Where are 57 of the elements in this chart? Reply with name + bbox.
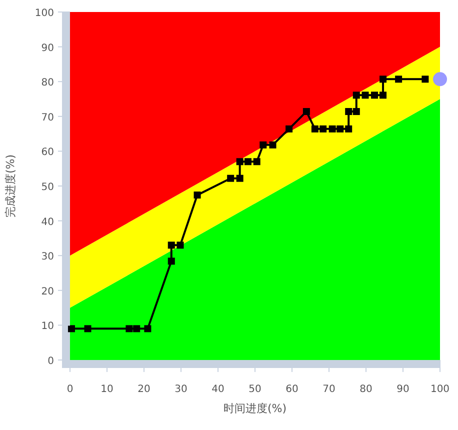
point (380, 76, 387, 83)
x-tick-label: 10 (100, 384, 114, 395)
point (269, 141, 276, 148)
point (345, 108, 352, 116)
point (433, 72, 447, 86)
x-tick-label: 90 (396, 384, 410, 395)
point (371, 92, 378, 99)
point (253, 158, 260, 166)
point (336, 125, 344, 132)
point (194, 192, 201, 199)
point (236, 174, 244, 182)
point (320, 125, 327, 132)
point (176, 242, 184, 249)
y-tick-label: 40 (41, 216, 54, 228)
point (328, 125, 336, 132)
point (352, 92, 360, 99)
point (168, 242, 175, 249)
x-tick-label: 80 (360, 384, 372, 395)
point (260, 141, 267, 148)
y-tick-label: 70 (41, 112, 54, 124)
point (168, 258, 175, 265)
point (302, 108, 310, 116)
y-tick-label: 20 (41, 286, 54, 298)
point (144, 325, 152, 332)
y-tick-label: 60 (41, 147, 54, 158)
point (236, 158, 244, 166)
point (422, 76, 429, 83)
point (133, 325, 140, 332)
point (362, 92, 369, 99)
y-tick-label: 100 (34, 8, 54, 19)
x-tick-label: 100 (430, 384, 450, 395)
y-tick-label: 30 (41, 252, 54, 263)
y-tick-label: 50 (41, 182, 54, 193)
point (380, 92, 387, 99)
x-tick-label: 0 (66, 384, 74, 395)
point (244, 158, 252, 166)
x-tick-label: 40 (212, 384, 224, 395)
y-tick-label: 0 (48, 356, 54, 367)
point (68, 325, 75, 332)
x-tick-label: 50 (248, 384, 262, 395)
x-tick-label: 60 (286, 384, 298, 395)
x-tick-label: 30 (174, 384, 188, 395)
y-tick-label: 10 (41, 321, 54, 332)
y-axis-title: 完成进度(%) (4, 154, 17, 218)
x-tick-label: 20 (138, 384, 150, 395)
y-tick-label: 80 (41, 78, 54, 89)
point (126, 325, 133, 332)
point (311, 125, 318, 132)
x-tick-label: 70 (322, 384, 336, 395)
point (227, 174, 234, 182)
x-axis-title: 时间进度(%) (223, 402, 287, 415)
point (84, 325, 92, 332)
point (395, 76, 402, 83)
point (352, 108, 360, 116)
point (286, 125, 293, 132)
point (345, 125, 352, 132)
y-tick-label: 90 (41, 42, 54, 54)
